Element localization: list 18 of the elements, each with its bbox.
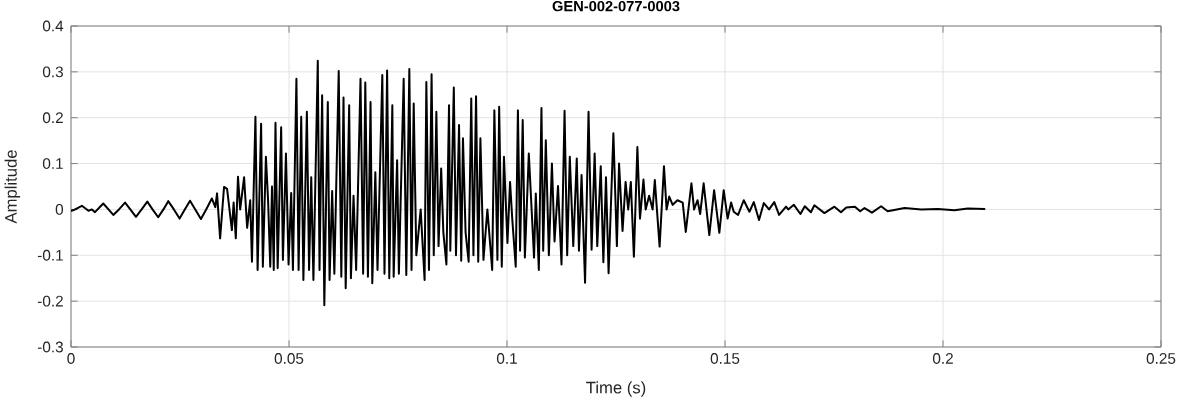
chart-title: GEN-002-077-0003 [552, 0, 680, 12]
y-tick-label: 0.2 [42, 112, 63, 124]
y-tick-label: 0.4 [42, 20, 64, 32]
y-tick-label: -0.1 [37, 249, 63, 261]
x-axis-title: Time (s) [586, 381, 646, 397]
y-tick-label: -0.2 [37, 295, 63, 307]
line-series [71, 59, 986, 307]
x-tick-label: 0.2 [932, 353, 953, 364]
x-tick-label: 0.15 [710, 353, 740, 364]
y-tick-label: -0.3 [37, 341, 63, 353]
x-tick-label: 0.25 [1146, 353, 1176, 364]
y-tick-label: 0.3 [42, 66, 63, 78]
x-tick-label: 0.1 [496, 353, 517, 364]
x-tick-label: 0.05 [274, 353, 304, 364]
y-tick-label: 0 [55, 204, 64, 215]
x-tick-label: 0 [67, 353, 75, 364]
y-axis-title: Amplitude [4, 150, 21, 224]
y-tick-label: 0.1 [42, 158, 63, 169]
